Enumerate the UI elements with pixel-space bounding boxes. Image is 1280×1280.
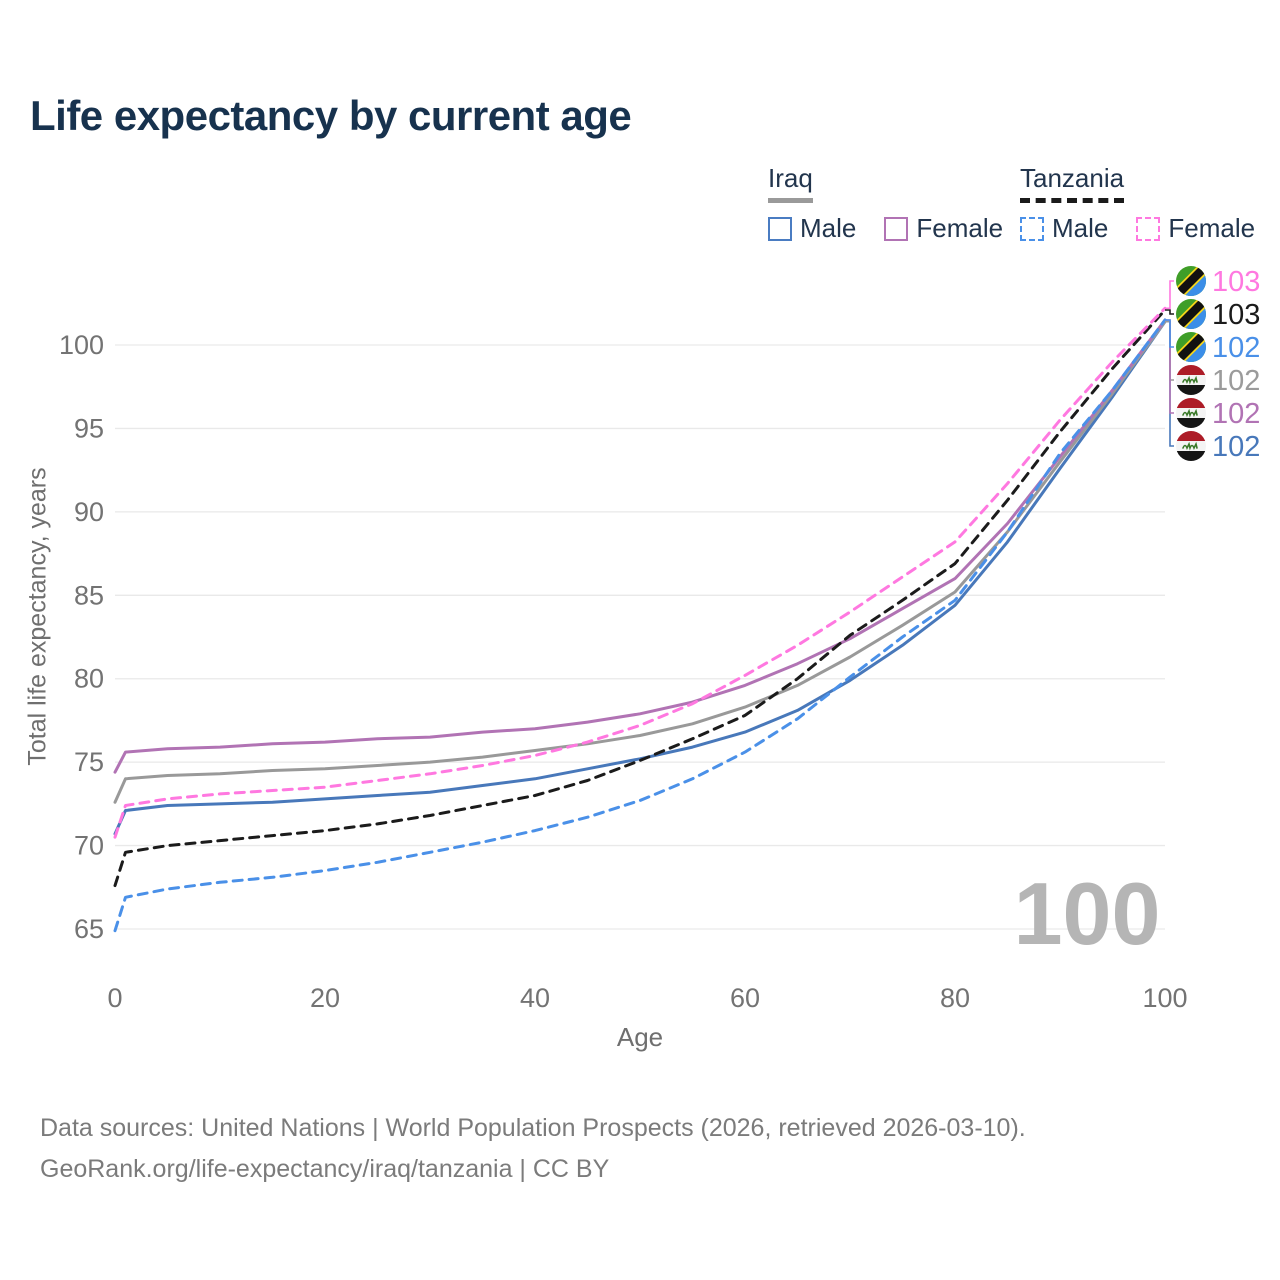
legend-swatch-iraq-female[interactable] (884, 216, 909, 241)
age-watermark: 100 (1014, 864, 1161, 963)
legend-label-iraq-male: Male (800, 213, 857, 243)
end-label-connector-tanzania-all (1165, 309, 1174, 315)
end-value-label-iraq-all: 102 (1212, 365, 1260, 397)
legend-group-tanzania: Tanzania Male Female (1020, 163, 1273, 244)
flag-icon-tanzania (1176, 299, 1206, 329)
series-line-iraq-male (113, 320, 1167, 836)
data-source-footer: Data sources: United Nations | World Pop… (40, 1108, 1026, 1190)
footer-sources-line: Data sources: United Nations | World Pop… (40, 1114, 1026, 1142)
x-tick-label-80: 80 (940, 983, 970, 1013)
legend-swatch-tanzania-female[interactable] (1136, 216, 1161, 241)
series-line-tanzania-male (113, 318, 1167, 933)
end-label-connector-tanzania-female (1165, 280, 1174, 310)
y-tick-label-65: 65 (74, 914, 104, 944)
flag-icon-iraq (1176, 431, 1206, 461)
y-tick-label-100: 100 (59, 330, 104, 360)
y-tick-label-90: 90 (74, 497, 104, 527)
legend-country-iraq[interactable]: Iraq (768, 163, 813, 203)
end-value-label-iraq-male: 102 (1212, 431, 1260, 463)
end-value-label-tanzania-all: 103 (1212, 299, 1260, 331)
legend-item-tanzania-male[interactable]: Male (1020, 213, 1108, 244)
x-tick-label-40: 40 (520, 983, 550, 1013)
y-tick-label-80: 80 (74, 664, 104, 694)
x-tick-label-0: 0 (107, 983, 122, 1013)
flag-icon-iraq (1176, 398, 1206, 428)
series-line-iraq-all (113, 320, 1167, 804)
page-title: Life expectancy by current age (30, 92, 632, 139)
series-line-tanzania-all (113, 308, 1167, 888)
legend-label-tanzania-male: Male (1052, 213, 1109, 243)
x-tick-label-20: 20 (310, 983, 340, 1013)
legend-swatch-iraq-male[interactable] (768, 216, 792, 241)
legend-swatch-tanzania-male[interactable] (1020, 216, 1044, 241)
y-tick-label-95: 95 (74, 413, 104, 443)
y-tick-label-75: 75 (74, 747, 104, 777)
flag-icon-tanzania (1176, 332, 1206, 362)
series-line-iraq-female (113, 318, 1167, 774)
series-line-tanzania-female (113, 306, 1167, 839)
legend-item-iraq-female[interactable]: Female (884, 213, 1003, 244)
end-value-label-tanzania-male: 102 (1212, 332, 1260, 364)
legend-group-iraq: Iraq Male Female (768, 163, 1021, 244)
x-tick-label-100: 100 (1142, 983, 1187, 1013)
end-value-label-iraq-female: 102 (1212, 398, 1260, 430)
flag-icon-tanzania (1176, 266, 1206, 296)
y-tick-label-85: 85 (74, 580, 104, 610)
footer-url-line: GeoRank.org/life-expectancy/iraq/tanzani… (40, 1155, 610, 1183)
y-tick-label-70: 70 (74, 831, 104, 861)
legend-item-tanzania-female[interactable]: Female (1136, 213, 1255, 244)
x-axis-title: Age (616, 1022, 664, 1052)
flag-icon-iraq (1176, 365, 1206, 395)
legend-country-tanzania[interactable]: Tanzania (1020, 163, 1125, 203)
end-label-connector-tanzania-male (1165, 319, 1174, 348)
legend-label-tanzania-female: Female (1168, 213, 1256, 243)
legend-item-iraq-male[interactable]: Male (768, 213, 856, 244)
legend-label-iraq-female: Female (916, 213, 1004, 243)
x-tick-label-60: 60 (730, 983, 760, 1013)
end-value-label-tanzania-female: 103 (1212, 266, 1260, 298)
